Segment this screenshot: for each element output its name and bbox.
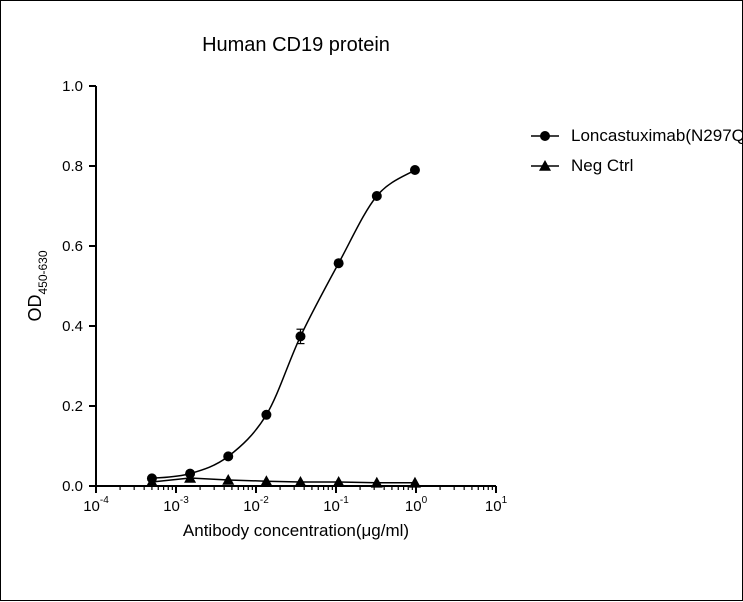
data-point-circle <box>540 131 550 141</box>
y-tick-label: 0.0 <box>62 478 83 495</box>
data-point-circle <box>372 191 382 201</box>
y-tick-label: 0.8 <box>62 158 83 175</box>
data-point-circle <box>223 451 233 461</box>
data-point-circle <box>261 410 271 420</box>
chart-title: Human CD19 protein <box>202 34 390 56</box>
y-tick-label: 0.6 <box>62 238 83 255</box>
chart-svg-wrap: Human CD19 protein 0.0 0.2 0.4 0.6 0.8 1.0 10-4… <box>1 1 743 602</box>
x-tick-label: 10-3 <box>163 495 189 515</box>
series-loncastuximab-n297q- <box>147 165 420 483</box>
data-point-circle <box>410 165 420 175</box>
x-tick-label: 101 <box>485 495 508 515</box>
x-axis-label: Antibody concentration(μg/ml) <box>183 521 409 540</box>
data-point-circle <box>334 258 344 268</box>
y-tick-label: 0.4 <box>62 318 83 335</box>
y-tick-label: 0.2 <box>62 398 83 415</box>
legend-label: Loncastuximab(N297Q) <box>571 126 743 145</box>
data-point-circle <box>295 331 305 341</box>
x-tick-label: 10-4 <box>83 495 109 515</box>
y-tick-label: 1.0 <box>62 78 83 95</box>
chart-container: Human CD19 protein 0.0 0.2 0.4 0.6 0.8 1.0 10-4… <box>0 0 743 601</box>
chart-svg: Human CD19 protein 0.0 0.2 0.4 0.6 0.8 1.0 10-4… <box>1 1 743 602</box>
legend-item: Loncastuximab(N297Q) <box>531 126 743 145</box>
y-axis-label: OD450-630 <box>25 250 50 321</box>
x-tick-label: 10-1 <box>323 495 349 515</box>
legend-label: Neg Ctrl <box>571 156 633 175</box>
legend-item: Neg Ctrl <box>531 156 633 175</box>
x-tick-label: 10-2 <box>243 495 269 515</box>
series-line <box>152 170 415 478</box>
x-tick-label: 100 <box>405 495 428 515</box>
